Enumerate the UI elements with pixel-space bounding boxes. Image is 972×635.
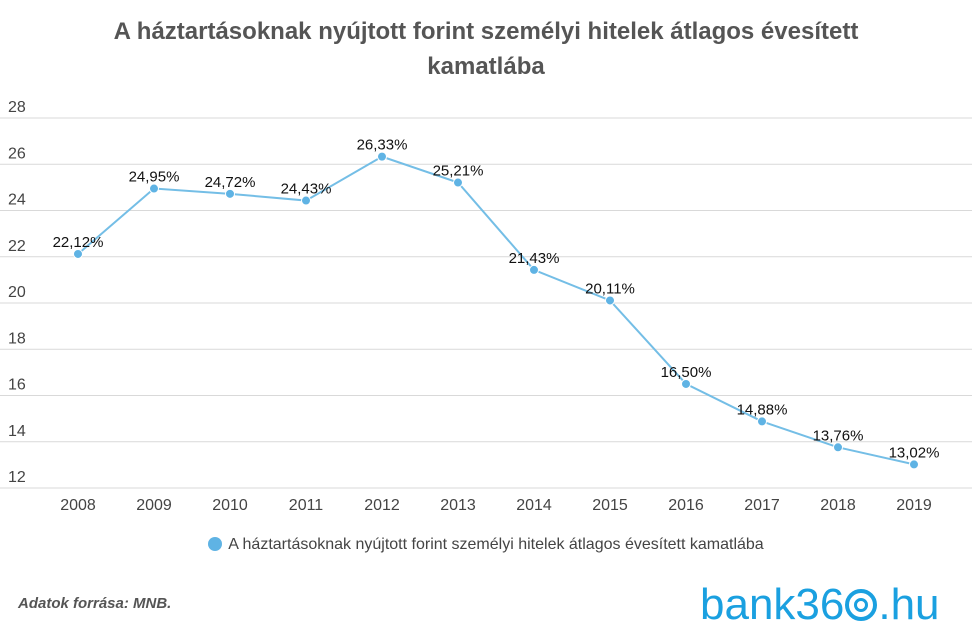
data-label: 24,43%	[281, 181, 332, 198]
x-tick-label: 2016	[668, 497, 704, 514]
x-tick-label: 2008	[60, 497, 96, 514]
data-label: 26,33%	[357, 137, 408, 154]
data-label: 22,12%	[53, 234, 104, 251]
data-point	[529, 264, 539, 275]
legend-marker	[208, 537, 223, 551]
data-label: 13,76%	[813, 427, 864, 444]
x-tick-label: 2017	[744, 497, 780, 514]
chart-title: A háztartásoknak nyújtott forint személy…	[113, 18, 859, 80]
data-label: 20,11%	[585, 280, 635, 297]
source-note: Adatok forrása: MNB.	[18, 595, 172, 612]
data-point	[681, 378, 691, 389]
data-label: 13,02%	[889, 444, 940, 461]
legend[interactable]: A háztartásoknak nyújtott forint személy…	[0, 536, 972, 554]
x-tick-label: 2019	[896, 497, 932, 514]
x-tick-label: 2018	[820, 497, 856, 514]
data-point	[757, 416, 767, 427]
y-tick-label: 18	[8, 330, 26, 347]
data-point	[225, 188, 235, 199]
x-tick-label: 2009	[136, 497, 172, 514]
x-tick-label: 2012	[364, 497, 400, 514]
logo-text-suffix: .hu	[878, 580, 940, 629]
y-tick-label: 16	[8, 377, 26, 394]
logo-ring-icon	[845, 589, 878, 621]
data-point	[833, 442, 843, 453]
data-point	[149, 183, 159, 194]
gridlines	[0, 117, 972, 489]
series-line-layer	[77, 155, 915, 466]
data-label: 25,21%	[433, 163, 484, 180]
x-tick-label: 2011	[289, 497, 324, 514]
data-label: 14,88%	[737, 401, 788, 418]
y-tick-label: 12	[8, 469, 26, 486]
data-point	[605, 295, 615, 306]
data-point	[301, 195, 311, 206]
data-label: 24,95%	[129, 169, 180, 186]
data-labels: 22,12% 24,95% 24,72% 24,43% 26,33% 25,21% 21,4…	[53, 137, 940, 462]
x-tick-label: 2014	[516, 497, 552, 514]
data-label: 16,50%	[661, 364, 712, 381]
legend-label: A háztartásoknak nyújtott forint személy…	[228, 536, 764, 553]
data-point	[453, 177, 463, 188]
y-axis-ticks: 12 14 16 18 20 22 24 26 28	[8, 99, 26, 486]
data-label: 21,43%	[509, 250, 560, 267]
y-tick-label: 22	[8, 238, 26, 255]
data-label: 24,72%	[205, 174, 256, 191]
data-point	[377, 151, 387, 162]
y-tick-label: 20	[8, 284, 26, 301]
y-tick-label: 24	[8, 192, 26, 209]
y-tick-label: 28	[8, 99, 26, 116]
x-tick-label: 2015	[592, 497, 628, 514]
x-tick-label: 2010	[212, 497, 248, 514]
logo-text-prefix: bank36	[700, 580, 845, 629]
bank360-logo: bank36 .hu	[700, 580, 940, 630]
x-tick-label: 2013	[440, 497, 476, 514]
y-tick-label: 26	[8, 145, 26, 162]
data-point	[73, 248, 83, 259]
data-point	[909, 459, 919, 470]
series-line	[77, 155, 915, 466]
x-axis-ticks: 2008 2009 2010 2011 2012 2013 2014 2015 2016 2017…	[60, 497, 932, 514]
series-points	[73, 151, 919, 470]
y-tick-label: 14	[8, 423, 26, 440]
